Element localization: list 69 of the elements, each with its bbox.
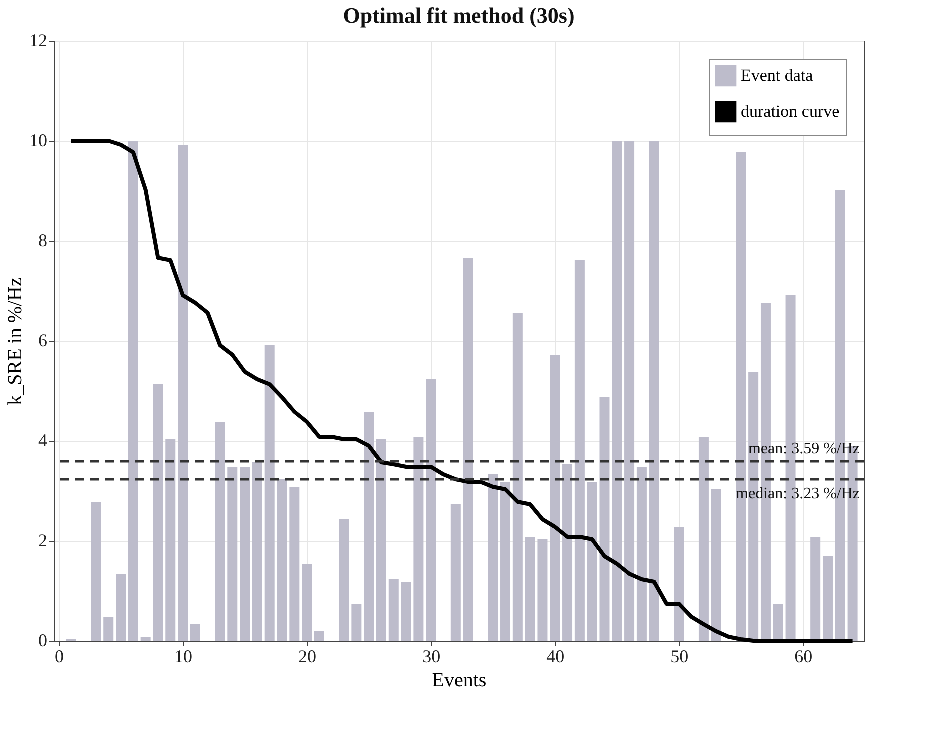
bar: [822, 556, 833, 641]
bar: [711, 490, 722, 641]
x-tick-label: 50: [670, 646, 689, 666]
x-tick-label: 0: [55, 646, 64, 666]
chart-title: Optimal fit method (30s): [343, 3, 575, 28]
bar: [91, 502, 102, 641]
legend-label: Event data: [741, 66, 814, 85]
y-tick-label: 4: [38, 430, 48, 450]
bar: [166, 440, 176, 641]
bar: [401, 582, 412, 641]
bar: [773, 604, 784, 641]
bar: [674, 527, 684, 641]
bar: [388, 580, 399, 641]
bar: [414, 437, 424, 641]
bar: [612, 141, 622, 641]
bar: [525, 537, 536, 641]
x-tick-label: 60: [794, 646, 813, 666]
bar: [339, 520, 350, 641]
bar: [215, 422, 226, 641]
bar: [649, 141, 660, 641]
bar: [153, 384, 164, 641]
bar: [624, 141, 635, 641]
bar: [574, 260, 585, 641]
x-tick-label: 10: [174, 646, 193, 666]
ref-line-label: mean: 3.59 %/Hz: [748, 440, 860, 458]
bar: [116, 574, 126, 641]
x-tick-label: 40: [546, 646, 565, 666]
bar: [190, 624, 200, 641]
bar: [290, 487, 300, 641]
y-tick-label: 10: [30, 130, 48, 150]
bar: [810, 537, 821, 641]
bar: [228, 467, 238, 641]
bar: [352, 604, 362, 641]
y-tick-label: 12: [30, 30, 48, 50]
bar: [500, 482, 511, 641]
bar: [178, 145, 188, 641]
ref-line-label: median: 3.23 %/Hz: [736, 486, 860, 502]
bar: [600, 398, 610, 641]
bar: [264, 346, 275, 641]
bar: [104, 617, 114, 641]
bar: [277, 480, 288, 641]
bar: [364, 412, 374, 641]
bar: [463, 258, 474, 641]
bar: [698, 437, 709, 641]
bar: [376, 440, 386, 641]
bar: [587, 482, 598, 641]
bar: [314, 632, 324, 641]
y-tick-label: 6: [38, 330, 48, 350]
bar: [512, 313, 523, 641]
bar: [636, 467, 647, 641]
bar: [538, 540, 548, 641]
x-axis-title: Events: [432, 670, 487, 692]
y-axis-title: k_SRE in %/Hz: [4, 277, 26, 406]
bar: [128, 141, 138, 641]
bar: [450, 504, 461, 641]
bar: [252, 462, 262, 641]
legend-label: duration curve: [741, 102, 840, 121]
bar: [426, 380, 436, 641]
bar: [562, 464, 573, 641]
x-tick-label: 20: [298, 646, 317, 666]
x-tick-label: 30: [422, 646, 441, 666]
bar: [550, 355, 560, 641]
bar: [488, 474, 498, 641]
y-tick-label: 0: [38, 630, 48, 650]
bar: [240, 467, 250, 641]
y-tick-label: 8: [38, 230, 48, 250]
y-tick-label: 2: [38, 530, 48, 550]
bar: [302, 564, 312, 641]
bar: [140, 637, 151, 641]
